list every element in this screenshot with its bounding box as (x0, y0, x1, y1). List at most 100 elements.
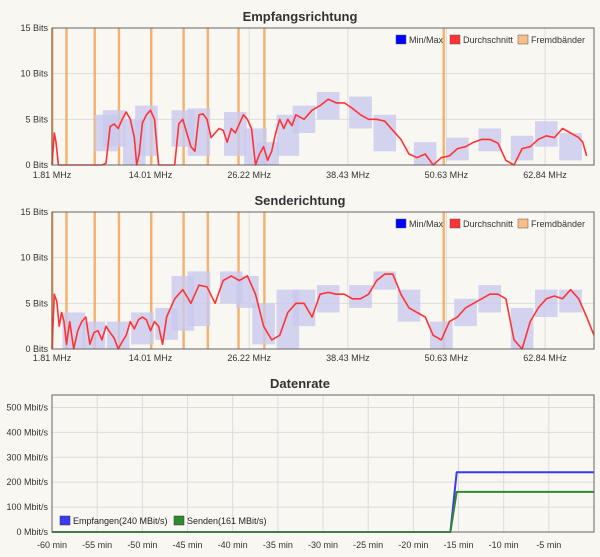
chart2-minmax-block-13 (349, 285, 372, 308)
chart2-legend-durchschnitt: Durchschnitt (463, 219, 514, 229)
chart2-xtick-50-63-mhz: 50.63 MHz (425, 353, 469, 363)
chart1-xtick-26-22-mhz: 26.22 MHz (227, 170, 271, 180)
chart3-ytick-200-mbit-s: 200 Mbit/s (6, 477, 48, 487)
chart1-fremdband-4 (150, 28, 153, 165)
chart1-legend-durchschnitt: Durchschnitt (463, 35, 514, 45)
chart3-title: Datenrate (270, 376, 330, 391)
chart2-minmax-block-14 (373, 271, 397, 290)
chart1-ytick-10-bits: 10 Bits (20, 69, 48, 79)
chart1-legend-swatch-fremdb-nder (517, 34, 529, 45)
chart1-fremdband-6 (206, 28, 210, 165)
chart3-xtick-30-min: -30 min (308, 540, 338, 550)
chart1-xtick-1-81-mhz: 1.81 MHz (33, 170, 72, 180)
chart2-fremdband-1 (65, 212, 68, 349)
chart2-minmax-block-0 (62, 312, 86, 349)
chart3-legend-swatch-empfangen-240-mbit-s (59, 515, 71, 526)
chart1-minmax-block-8 (223, 112, 247, 156)
chart3-ytick-400-mbit-s: 400 Mbit/s (6, 427, 48, 437)
chart2-xtick-38-43-mhz: 38.43 MHz (326, 353, 370, 363)
chart1-legend-swatch-min-max (395, 34, 407, 45)
chart3-xtick-15-min: -15 min (443, 540, 473, 550)
chart3-xtick-50-min: -50 min (127, 540, 157, 550)
chart1-ytick-5-bits: 5 Bits (25, 114, 48, 124)
chart2-minmax-block-19 (510, 307, 534, 349)
chart1-plot-frame (51, 27, 595, 166)
chart1-xtick-14-01-mhz: 14.01 MHz (129, 170, 173, 180)
chart1-legend-fremdb-nder: Fremdbänder (531, 35, 585, 45)
chart1-fremdband-1 (65, 28, 68, 165)
chart2-legend-swatch-min-max (395, 218, 407, 229)
chart3-ytick-100-mbit-s: 100 Mbit/s (6, 502, 48, 512)
chart2-ytick-15-bits: 15 Bits (20, 207, 48, 217)
chart2-legend-min-max: Min/Max (409, 219, 444, 229)
chart1-title: Empfangsrichtung (243, 9, 358, 24)
chart2-ytick-10-bits: 10 Bits (20, 253, 48, 263)
chart2-xtick-1-81-mhz: 1.81 MHz (33, 353, 72, 363)
chart3-ytick-0-mbit-s: 0 Mbit/s (16, 527, 48, 537)
chart2-minmax-block-12 (316, 285, 340, 313)
chart2-minmax-block-20 (535, 289, 558, 318)
chart3-xtick-10-min: -10 min (489, 540, 519, 550)
chart1-minmax-block-3 (102, 110, 126, 147)
chart1-minmax-block-5 (135, 105, 158, 156)
chart2-fremdband-3 (117, 212, 121, 349)
chart1-minmax-block-14 (349, 96, 372, 129)
chart3-xtick-5-min: -5 min (536, 540, 561, 550)
chart1-fremdband-7 (237, 28, 240, 165)
chart2-fremdband-8 (263, 212, 266, 349)
chart3-xtick-55-min: -55 min (82, 540, 112, 550)
chart2-plot-frame (51, 211, 595, 350)
chart3-xtick-45-min: -45 min (172, 540, 202, 550)
chart1-minmax-block-13 (316, 91, 340, 120)
chart2-ytick-5-bits: 5 Bits (25, 298, 48, 308)
chart2-title: Senderichtung (254, 193, 345, 208)
chart1-legend-min-max: Min/Max (409, 35, 444, 45)
chart2-legend-fremdb-nder: Fremdbänder (531, 219, 585, 229)
chart3-plot-frame (51, 394, 595, 533)
chart3-legend-swatch-senden-161-mbit-s (173, 515, 185, 526)
chart1-xtick-62-84-mhz: 62.84 MHz (523, 170, 567, 180)
chart3-legend-senden-161-mbit-s: Senden(161 MBit/s) (187, 516, 267, 526)
chart3-xtick-20-min: -20 min (398, 540, 428, 550)
chart1-minmax-block-7 (187, 108, 211, 156)
chart2-minmax-block-18 (478, 285, 502, 313)
chart1-fremdband-5 (182, 28, 185, 165)
chart2-minmax-block-17 (454, 298, 477, 327)
chart1-fremdband-2 (93, 28, 96, 165)
chart2-legend-swatch-durchschnitt (449, 218, 461, 229)
chart1-minmax-block-15 (373, 114, 397, 152)
chart2-minmax-block-3 (131, 312, 154, 345)
chart1-fremdband-8 (263, 28, 266, 165)
chart3-ytick-300-mbit-s: 300 Mbit/s (6, 452, 48, 462)
chart2-minmax-block-6 (187, 271, 211, 327)
chart2-minmax-block-8 (236, 275, 259, 308)
chart2-xtick-14-01-mhz: 14.01 MHz (129, 353, 173, 363)
chart1-ytick-0-bits: 0 Bits (25, 160, 48, 170)
chart2-minmax-block-2 (106, 321, 130, 349)
chart2-minmax-block-21 (559, 289, 582, 313)
chart1-xtick-50-63-mhz: 50.63 MHz (425, 170, 469, 180)
chart3-ytick-500-mbit-s: 500 Mbit/s (6, 402, 48, 412)
chart2-xtick-62-84-mhz: 62.84 MHz (523, 353, 567, 363)
chart3-xtick-25-min: -25 min (353, 540, 383, 550)
chart1-ytick-15-bits: 15 Bits (20, 23, 48, 33)
chart2-legend-swatch-fremdb-nder (517, 218, 529, 229)
chart1-fremdband-3 (117, 28, 121, 165)
chart2-minmax-block-11 (292, 289, 316, 327)
chart1-series-durchschnitt (51, 98, 588, 166)
chart3-xtick-35-min: -35 min (263, 540, 293, 550)
chart1-minmax-block-10 (256, 142, 279, 165)
chart1-legend-swatch-durchschnitt (449, 34, 461, 45)
chart2-ytick-0-bits: 0 Bits (25, 344, 48, 354)
chart2-fremdband-4 (150, 212, 153, 349)
chart2-fremdband-2 (93, 212, 96, 349)
chart1-minmax-block-21 (559, 133, 582, 161)
chart2-xtick-26-22-mhz: 26.22 MHz (227, 353, 271, 363)
chart3-legend-empfangen-240-mbit-s: Empfangen(240 MBit/s) (73, 516, 168, 526)
chart2-fremdband-9 (442, 212, 445, 349)
chart2-minmax-block-1 (82, 321, 106, 349)
chart1-minmax-block-20 (535, 121, 558, 147)
chart3-xtick-60-min: -60 min (37, 540, 67, 550)
chart1-xtick-38-43-mhz: 38.43 MHz (326, 170, 370, 180)
